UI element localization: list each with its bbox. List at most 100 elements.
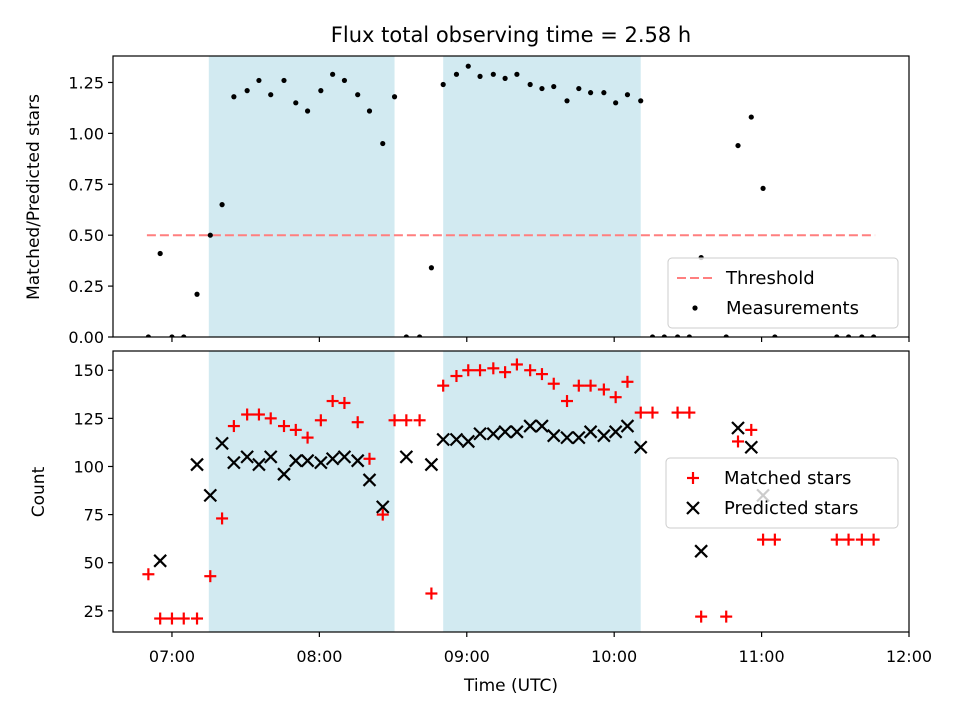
bottom-panel-data xyxy=(142,358,880,625)
predicted-stars-point xyxy=(694,544,708,558)
legend-measurements-swatch xyxy=(692,305,698,311)
top-panel: 0.00 0.25 0.50 0.75 1.00 1.25 Threshold Measure… xyxy=(68,55,910,347)
legend-matched-stars-swatch xyxy=(687,472,699,484)
measurements-point xyxy=(281,77,287,84)
predicted-stars-point xyxy=(523,419,537,433)
predicted-stars-point xyxy=(498,425,512,439)
measurements-point xyxy=(514,71,520,77)
matched-stars-point xyxy=(474,364,487,377)
measurements-point xyxy=(453,71,460,77)
legend-predicted-stars-swatch xyxy=(686,501,700,515)
predicted-stars-point xyxy=(300,453,315,468)
predicted-stars-point xyxy=(215,436,229,451)
legend-entry-label: Measurements xyxy=(726,298,859,319)
y-tick-label: 150 xyxy=(73,361,104,380)
measurements-point xyxy=(601,90,607,96)
x-tick-label: 07:00 xyxy=(149,647,195,666)
x-tick-label: 08:00 xyxy=(296,647,342,666)
matched-stars-point xyxy=(621,375,634,388)
predicted-stars-point xyxy=(399,450,414,464)
matched-stars-point xyxy=(499,366,512,379)
top-panel-legend-box xyxy=(667,257,899,329)
measurements-point xyxy=(391,94,398,100)
x-tick-label: 11:00 xyxy=(739,647,785,666)
predicted-stars-point xyxy=(731,421,745,435)
chart-title: Flux total observing time = 2.58 h xyxy=(331,23,691,47)
top-panel-y-axis-label: Matched/Predicted stars xyxy=(24,94,44,300)
top-panel-legend: Threshold Measurements xyxy=(667,257,899,329)
predicted-stars-point-d2 xyxy=(535,419,549,433)
measurements-point xyxy=(256,77,262,84)
predicted-stars-point xyxy=(325,452,340,466)
predicted-stars-point xyxy=(153,554,167,568)
predicted-stars-point xyxy=(350,453,365,468)
measurements-point xyxy=(465,63,471,69)
predicted-stars-point xyxy=(436,432,450,447)
predicted-stars-point-d2 xyxy=(436,432,450,447)
matched-stars-point xyxy=(561,395,574,408)
matched-stars-point xyxy=(695,610,708,623)
predicted-stars-point xyxy=(583,425,598,439)
bottom-panel-y-axis-label: Count xyxy=(29,466,49,517)
matched-stars-point xyxy=(547,377,560,390)
predicted-stars-point xyxy=(744,440,759,455)
measurements-point xyxy=(403,334,409,337)
matched-stars-point xyxy=(191,612,204,625)
measurements-point xyxy=(735,142,741,149)
predicted-stars-point-d2 xyxy=(190,457,204,472)
predicted-stars-point xyxy=(337,450,352,464)
legend-entry-label: Threshold xyxy=(725,268,815,289)
predicted-stars-point-d2 xyxy=(325,452,340,466)
x-tick-label: 10:00 xyxy=(591,647,637,666)
measurements-point xyxy=(551,83,557,90)
y-tick-label: 1.00 xyxy=(68,124,104,143)
measurements-point xyxy=(527,81,533,88)
predicted-stars-point-d2 xyxy=(337,450,352,464)
matched-stars-point xyxy=(277,420,290,433)
matched-stars-point xyxy=(363,452,376,465)
predicted-stars-point xyxy=(289,453,303,468)
y-tick-label: 1.25 xyxy=(68,73,104,92)
predicted-stars-point-d2 xyxy=(252,457,266,472)
matched-stars-point xyxy=(154,612,167,625)
matched-stars-point xyxy=(487,362,500,375)
measurements-point xyxy=(576,85,582,92)
measurements-point xyxy=(231,94,237,100)
matched-stars-point xyxy=(572,379,585,392)
y-tick-label: 125 xyxy=(73,409,104,428)
bottom-panel-frame xyxy=(112,350,910,633)
predicted-stars-point xyxy=(510,425,524,439)
predicted-stars-point-d2 xyxy=(263,450,278,464)
matched-stars-point xyxy=(732,435,745,448)
predicted-stars-point xyxy=(620,419,635,433)
bottom-panel-observing-interval xyxy=(443,351,641,632)
measurements-point xyxy=(181,334,187,337)
matched-stars-point xyxy=(252,408,265,421)
predicted-stars-point-d2 xyxy=(597,428,611,443)
bottom-panel: 25 50 75 100 125 150 07:00 08:00 09:00 10:00 11:00… xyxy=(73,350,932,666)
matched-stars-point xyxy=(165,612,178,625)
predicted-stars-point xyxy=(449,432,464,447)
matched-stars-point xyxy=(634,406,647,419)
matched-stars-point xyxy=(842,533,855,546)
top-panel-frame xyxy=(112,55,910,338)
measurements-point xyxy=(440,81,446,88)
top-panel-observing-interval xyxy=(208,56,395,337)
predicted-stars-point xyxy=(424,457,439,472)
predicted-stars-point xyxy=(560,430,574,445)
measurements-point xyxy=(638,98,644,104)
predicted-stars-point xyxy=(633,440,648,455)
measurements-point xyxy=(661,334,667,337)
matched-stars-point xyxy=(142,568,155,581)
measurements-point xyxy=(859,334,865,337)
predicted-stars-point-d2 xyxy=(473,426,487,441)
measurements-point xyxy=(490,71,496,77)
measurements-point xyxy=(244,88,250,94)
predicted-stars-point xyxy=(203,488,218,503)
matched-stars-point xyxy=(338,396,351,409)
measurements-point xyxy=(649,334,656,337)
predicted-stars-point xyxy=(227,455,241,470)
matched-stars-point xyxy=(437,379,450,392)
predicted-stars-point-d2 xyxy=(240,450,254,464)
plot-layer: 0.00 0.25 0.50 0.75 1.00 1.25 Threshold Measure… xyxy=(68,55,932,666)
